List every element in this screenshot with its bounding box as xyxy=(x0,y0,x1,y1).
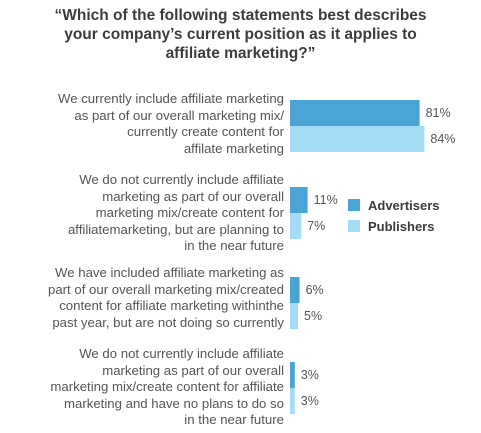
value-label-advertisers: 81% xyxy=(425,106,451,120)
value-label-publishers: 3% xyxy=(300,394,319,408)
legend-swatch-publishers xyxy=(348,220,360,232)
legend-label-advertisers: Advertisers xyxy=(368,197,440,213)
bar-publishers xyxy=(290,213,302,239)
legend-item-advertisers: Advertisers xyxy=(348,197,440,213)
category-label: We do not currently include affiliate ma… xyxy=(67,172,284,253)
category-label: We have included affiliate marketing as … xyxy=(47,265,284,330)
bar-advertisers xyxy=(290,100,420,126)
category-label: We currently include affiliate marketing… xyxy=(57,91,284,156)
legend-item-publishers: Publishers xyxy=(348,218,434,234)
value-label-publishers: 5% xyxy=(304,309,323,323)
value-label-advertisers: 11% xyxy=(313,193,338,207)
legend-swatch-advertisers xyxy=(348,199,360,211)
bar-publishers xyxy=(290,126,425,152)
bar-publishers xyxy=(290,388,295,414)
value-label-publishers: 7% xyxy=(307,219,326,233)
legend-label-publishers: Publishers xyxy=(368,218,435,234)
bar-advertisers xyxy=(290,362,295,388)
bar-advertisers xyxy=(290,277,300,303)
bar-advertisers xyxy=(290,187,308,213)
bar-publishers xyxy=(290,303,298,329)
value-label-advertisers: 6% xyxy=(305,283,324,297)
chart-title: “Which of the following statements best … xyxy=(54,7,427,62)
value-label-publishers: 84% xyxy=(430,132,456,146)
value-label-advertisers: 3% xyxy=(300,368,319,382)
category-label: We do not currently include affiliate ma… xyxy=(50,346,284,427)
